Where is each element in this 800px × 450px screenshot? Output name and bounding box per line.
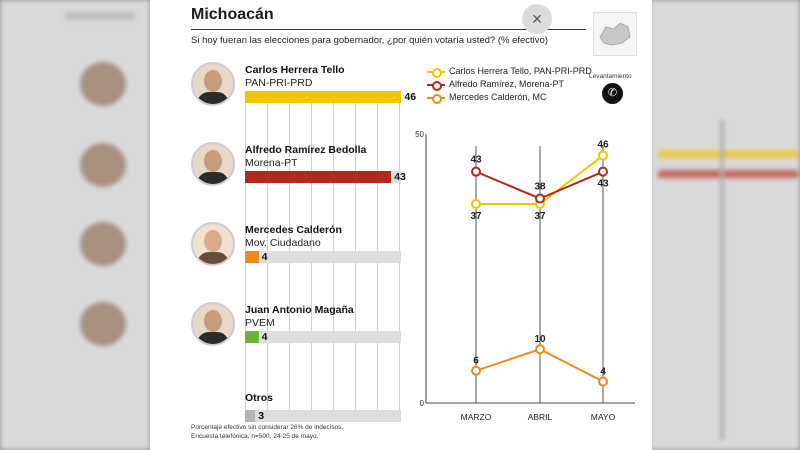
legend-item: Carlos Herrera Tello, PAN-PRI-PRD bbox=[427, 66, 592, 78]
candidate-name: Carlos Herrera Tello bbox=[245, 64, 345, 76]
bar-value-label: 4 bbox=[261, 251, 268, 263]
bar-value-label: 43 bbox=[394, 171, 406, 183]
legend-label: Carlos Herrera Tello, PAN-PRI-PRD bbox=[449, 66, 592, 76]
data-point bbox=[471, 166, 481, 177]
ghost-face bbox=[80, 222, 126, 266]
bar-value-label: 46 bbox=[404, 91, 417, 103]
bar-fill bbox=[245, 171, 392, 183]
avatar bbox=[191, 142, 235, 186]
data-point bbox=[598, 166, 608, 177]
candidate-row: Mercedes Calderón Mov. Ciudadano 4 bbox=[191, 222, 406, 282]
bar-track bbox=[245, 331, 401, 343]
footnote: Encuesta telefónica, n=500, 24-25 de may… bbox=[191, 433, 319, 440]
close-button[interactable]: × bbox=[522, 4, 552, 34]
bar-track bbox=[245, 251, 401, 263]
ghost-line bbox=[720, 120, 724, 440]
data-label: 43 bbox=[470, 155, 482, 166]
ghost-face bbox=[80, 302, 126, 346]
data-label: 38 bbox=[534, 182, 546, 193]
ghost-bar bbox=[658, 170, 798, 178]
legend-label: Alfredo Ramírez, Morena-PT bbox=[449, 79, 565, 89]
data-label: 46 bbox=[597, 140, 609, 151]
bar-fill bbox=[245, 410, 256, 422]
x-tick-label: ABRIL bbox=[528, 412, 553, 422]
data-point bbox=[471, 365, 481, 376]
line-chart: 0 50 MARZO ABRIL MAYO 37 37 46 43 38 43 6 10 4 bbox=[415, 130, 635, 422]
x-tick-label: MAYO bbox=[591, 412, 616, 422]
map-icon bbox=[593, 12, 637, 56]
data-point bbox=[535, 344, 545, 355]
bar-fill bbox=[245, 91, 402, 103]
legend-marker-icon bbox=[427, 67, 445, 78]
candidate-name: Alfredo Ramírez Bedolla bbox=[245, 144, 367, 156]
data-point bbox=[535, 193, 545, 204]
ghost-bar bbox=[65, 12, 135, 20]
background-right bbox=[650, 0, 800, 450]
data-point bbox=[598, 376, 608, 387]
infographic-card bbox=[150, 0, 652, 450]
title-divider bbox=[191, 29, 586, 30]
bar-fill bbox=[245, 331, 259, 343]
data-label: 37 bbox=[534, 211, 546, 222]
ghost-face bbox=[80, 62, 126, 106]
background-left bbox=[0, 0, 150, 450]
data-label: 6 bbox=[473, 356, 479, 367]
candidate-party: Mov. Ciudadano bbox=[245, 237, 321, 249]
data-label: 4 bbox=[600, 366, 606, 377]
ghost-bar bbox=[658, 150, 798, 158]
candidate-row: Otros 3 bbox=[191, 390, 406, 450]
legend-marker-icon bbox=[427, 93, 445, 104]
bar-value-label: 3 bbox=[258, 410, 265, 422]
data-label: 37 bbox=[470, 211, 482, 222]
data-point bbox=[598, 150, 608, 161]
candidate-party: PVEM bbox=[245, 317, 275, 329]
avatar bbox=[191, 222, 235, 266]
bar-track bbox=[245, 410, 401, 422]
y-tick-label: 50 bbox=[415, 130, 424, 139]
bar-fill bbox=[245, 251, 259, 263]
data-point bbox=[471, 198, 481, 209]
candidate-row: Juan Antonio Magaña PVEM 4 bbox=[191, 302, 406, 362]
candidate-name: Mercedes Calderón bbox=[245, 224, 342, 236]
survey-method-label: Levantamiento bbox=[589, 73, 632, 80]
ghost-face bbox=[80, 143, 126, 187]
avatar bbox=[191, 302, 235, 346]
candidate-party: PAN-PRI-PRD bbox=[245, 77, 313, 89]
avatar bbox=[191, 62, 235, 106]
bar-value-label: 4 bbox=[261, 331, 268, 343]
footnote: Porcentaje efectivo sin considerar 26% d… bbox=[191, 424, 344, 431]
candidate-row: Alfredo Ramírez Bedolla Morena-PT 43 bbox=[191, 142, 406, 202]
y-tick-label: 0 bbox=[420, 399, 425, 408]
data-label: 43 bbox=[597, 179, 609, 190]
phone-icon: ✆ bbox=[602, 83, 623, 104]
candidate-party: Morena-PT bbox=[245, 157, 298, 169]
candidate-row: Carlos Herrera Tello PAN-PRI-PRD 46 bbox=[191, 62, 416, 122]
candidate-name: Otros bbox=[245, 392, 274, 404]
legend-marker-icon bbox=[427, 80, 445, 91]
legend-label: Mercedes Calderón, MC bbox=[449, 92, 547, 102]
data-label: 10 bbox=[534, 334, 546, 345]
x-tick-label: MARZO bbox=[461, 412, 492, 422]
question-subtitle: Si hoy fueran las elecciones para gobern… bbox=[191, 35, 548, 46]
legend-item: Alfredo Ramírez, Morena-PT bbox=[427, 79, 565, 91]
page-title: Michoacán bbox=[191, 6, 274, 23]
legend-item: Mercedes Calderón, MC bbox=[427, 92, 547, 104]
candidate-name: Juan Antonio Magaña bbox=[245, 304, 354, 316]
